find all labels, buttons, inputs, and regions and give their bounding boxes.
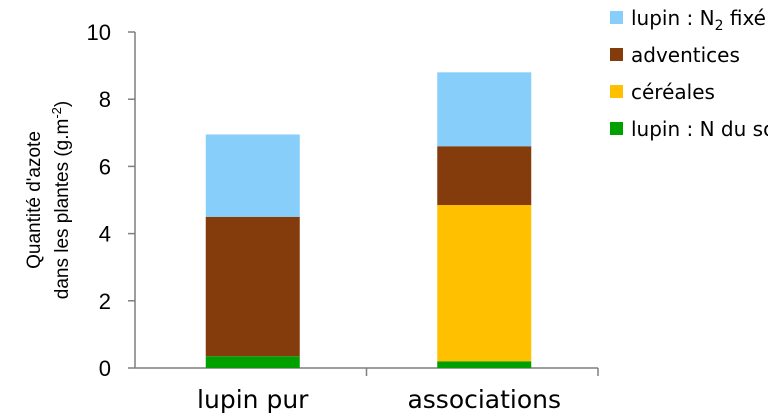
bar-segment-0-0: [205, 356, 300, 368]
y-tick-label-3: 6: [99, 154, 111, 179]
legend-label-0-part-a: lupin : N: [631, 6, 715, 30]
legend-label-0: lupin : N2 fixé: [631, 6, 766, 34]
legend-swatch-2: [610, 85, 623, 98]
y-axis-ticks: 0 2 4 6 8 10: [87, 20, 135, 381]
legend-swatch-1: [610, 48, 623, 61]
y-axis-label-superscript: -2: [49, 107, 64, 119]
bar-segment-1-3: [437, 72, 532, 147]
y-tick-label-0: 0: [99, 356, 111, 381]
y-axis-label-close: ): [52, 101, 73, 107]
legend-label-0-subscript: 2: [715, 18, 724, 34]
legend-label-1: adventices: [631, 43, 740, 67]
y-tick-label-2: 4: [99, 222, 111, 247]
y-tick-label-4: 8: [99, 87, 111, 112]
legend-label-0-part-b: fixé: [724, 6, 766, 30]
legend-swatch-3: [610, 122, 623, 135]
x-category-label-1: associations: [407, 385, 561, 414]
y-axis-label-line-2-text: dans les plantes (g.m: [52, 119, 73, 300]
y-tick-label-5: 10: [87, 20, 111, 45]
legend-label-2: céréales: [631, 80, 715, 104]
y-axis-label-line-1: Quantité d'azote: [24, 131, 45, 269]
bar-segment-1-0: [437, 361, 532, 368]
y-axis-label-line-2: dans les plantes (g.m-2): [49, 101, 73, 299]
y-tick-label-1: 2: [99, 289, 111, 314]
x-category-label-0: lupin pur: [197, 385, 309, 414]
legend-swatch-0: [610, 11, 623, 24]
bars: [205, 72, 532, 368]
bar-segment-1-2: [437, 146, 532, 206]
legend: lupin : N2 fixé adventices céréales lupin :…: [610, 6, 768, 141]
bar-segment-0-2: [205, 216, 300, 357]
x-axis-category-labels: lupin pur associations: [197, 368, 599, 414]
bar-segment-0-3: [205, 134, 300, 217]
bar-segment-1-1: [437, 205, 532, 362]
legend-label-3: lupin : N du sol: [631, 117, 768, 141]
